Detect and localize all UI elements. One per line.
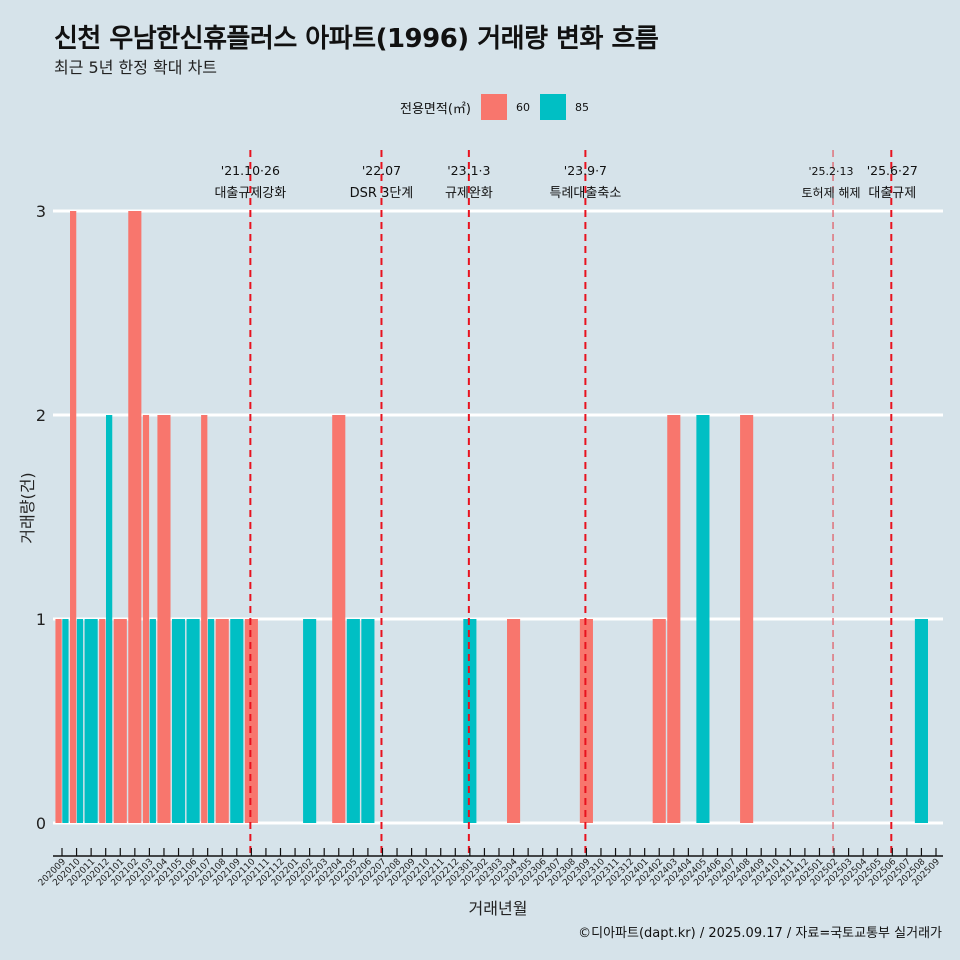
bar-85-202012 bbox=[106, 415, 113, 823]
event-date: '23.1·3 bbox=[447, 163, 490, 178]
bar-60-202101 bbox=[113, 619, 127, 823]
legend-label-60: 60 bbox=[515, 100, 530, 114]
event-label: 특례대출축소 bbox=[550, 186, 622, 201]
caption: ©디아파트(dapt.kr) / 2025.09.17 / 자료=국토교통부 실… bbox=[578, 926, 942, 941]
event-date: '23.9·7 bbox=[564, 163, 607, 178]
bar-60-202402 bbox=[652, 619, 666, 823]
y-tick-label: 3 bbox=[36, 202, 46, 221]
bar-60-202408 bbox=[740, 415, 754, 823]
event-label: 토허제 해제 bbox=[802, 186, 861, 200]
bar-85-202205 bbox=[346, 619, 360, 823]
legend-swatch-85 bbox=[539, 94, 566, 120]
bar-60-202403 bbox=[667, 415, 681, 823]
bar-85-202105 bbox=[171, 619, 186, 823]
event-label: 대출규제강화 bbox=[214, 186, 286, 201]
bar-85-202202 bbox=[303, 619, 317, 823]
event-date: '21.10·26 bbox=[221, 163, 280, 178]
bar-60-202304 bbox=[507, 619, 521, 823]
bars bbox=[55, 211, 928, 823]
bar-60-202102 bbox=[128, 211, 142, 823]
y-tick-label: 2 bbox=[36, 406, 46, 425]
legend-swatch-60 bbox=[480, 94, 507, 120]
legend: 전용면적(㎡) 60 85 bbox=[400, 94, 599, 120]
bar-85-202109 bbox=[230, 619, 244, 823]
event-label: DSR 3단계 bbox=[350, 186, 414, 201]
bar-85-202508 bbox=[914, 619, 928, 823]
event-label: 대출규제 bbox=[868, 186, 916, 201]
chart-title: 신천 우남한신휴플러스 아파트(1996) 거래량 변화 흐름 bbox=[54, 24, 659, 54]
event-lines: '21.10·26 대출규제강화 '22.07 DSR 3단계 '23.1·3 규제완화 '… bbox=[214, 150, 918, 858]
bar-60-202107 bbox=[201, 415, 208, 823]
bar-60-202104 bbox=[157, 415, 171, 823]
bar-60-202010 bbox=[70, 211, 77, 823]
y-tick-label: 0 bbox=[36, 814, 46, 833]
bar-60-202108 bbox=[215, 619, 229, 823]
event-date: '25.6·27 bbox=[867, 163, 918, 178]
x-axis-title: 거래년월 bbox=[469, 899, 528, 918]
y-axis-title: 거래량(건) bbox=[18, 472, 37, 543]
gridlines bbox=[53, 209, 943, 825]
bar-85-202010 bbox=[76, 619, 84, 823]
bar-85-202206 bbox=[361, 619, 375, 823]
bar-60-202012 bbox=[99, 619, 106, 823]
bar-85-202009 bbox=[62, 619, 69, 823]
chart-subtitle: 최근 5년 한정 확대 차트 bbox=[54, 58, 218, 77]
bar-60-202009 bbox=[55, 619, 62, 823]
event-date: '22.07 bbox=[362, 163, 401, 178]
bar-85-202107 bbox=[207, 619, 215, 823]
bar-85-202405 bbox=[696, 415, 710, 823]
legend-label-85: 85 bbox=[574, 100, 589, 114]
legend-title: 전용면적(㎡) bbox=[400, 101, 471, 117]
y-axis-tick-labels: 0 1 2 3 bbox=[36, 202, 46, 833]
bar-85-202011 bbox=[84, 619, 98, 823]
bar-85-202106 bbox=[186, 619, 200, 823]
event-date: '25.2·13 bbox=[809, 165, 854, 178]
event-label: 규제완화 bbox=[445, 186, 493, 201]
bar-85-202103 bbox=[149, 619, 156, 823]
bar-60-202103 bbox=[142, 415, 150, 823]
x-axis: 2020092020102020112020122021012021022021… bbox=[37, 848, 943, 888]
y-tick-label: 1 bbox=[36, 610, 46, 629]
bar-60-202204 bbox=[332, 415, 346, 823]
